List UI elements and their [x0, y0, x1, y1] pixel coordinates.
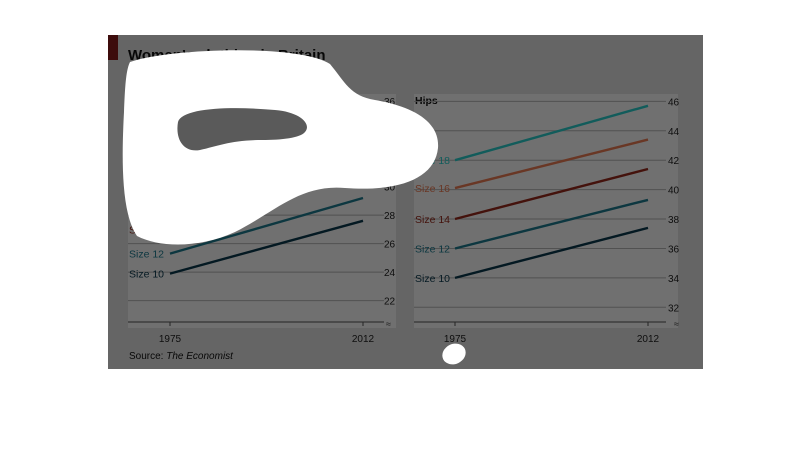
y-tick-label: 36 — [384, 97, 396, 108]
y-tick-label: 38 — [668, 215, 680, 226]
axis-break-mark: ≈ — [386, 319, 391, 329]
y-tick-label: 46 — [668, 97, 680, 108]
y-tick-label: 24 — [384, 268, 396, 279]
series-label: Size 14 — [129, 224, 164, 236]
x-tick-label: 1975 — [444, 334, 467, 345]
series-label: Size 16 — [129, 196, 164, 208]
series-label: Size 18 — [415, 155, 450, 167]
series-label: Size 10 — [415, 273, 450, 285]
y-tick-label: 34 — [668, 274, 680, 285]
series-label: Size 10 — [129, 269, 164, 281]
y-tick-label: 30 — [384, 183, 396, 194]
y-tick-label: 28 — [384, 211, 396, 222]
x-tick-label: 2012 — [352, 334, 375, 345]
y-tick-label: 40 — [668, 186, 680, 197]
y-tick-label: 42 — [668, 156, 680, 167]
series-label: Size 16 — [415, 183, 450, 195]
y-tick-label: 22 — [384, 297, 396, 308]
y-tick-label: 32 — [384, 154, 396, 165]
y-tick-label: 36 — [668, 244, 680, 255]
axis-break-mark: ≈ — [674, 319, 679, 329]
plot-area — [414, 94, 678, 328]
series-label: Size 12 — [129, 249, 164, 261]
y-tick-label: 26 — [384, 240, 396, 251]
series-label: Size 18 — [129, 167, 164, 179]
x-tick-label: 2012 — [637, 334, 660, 345]
y-tick-label: 32 — [668, 303, 680, 314]
series-label: Size 12 — [415, 243, 450, 255]
plot-area — [128, 94, 396, 328]
x-tick-label: 1975 — [159, 334, 182, 345]
series-label: Size 14 — [415, 214, 450, 226]
y-tick-label: 34 — [384, 126, 396, 137]
y-tick-label: 44 — [668, 127, 680, 138]
